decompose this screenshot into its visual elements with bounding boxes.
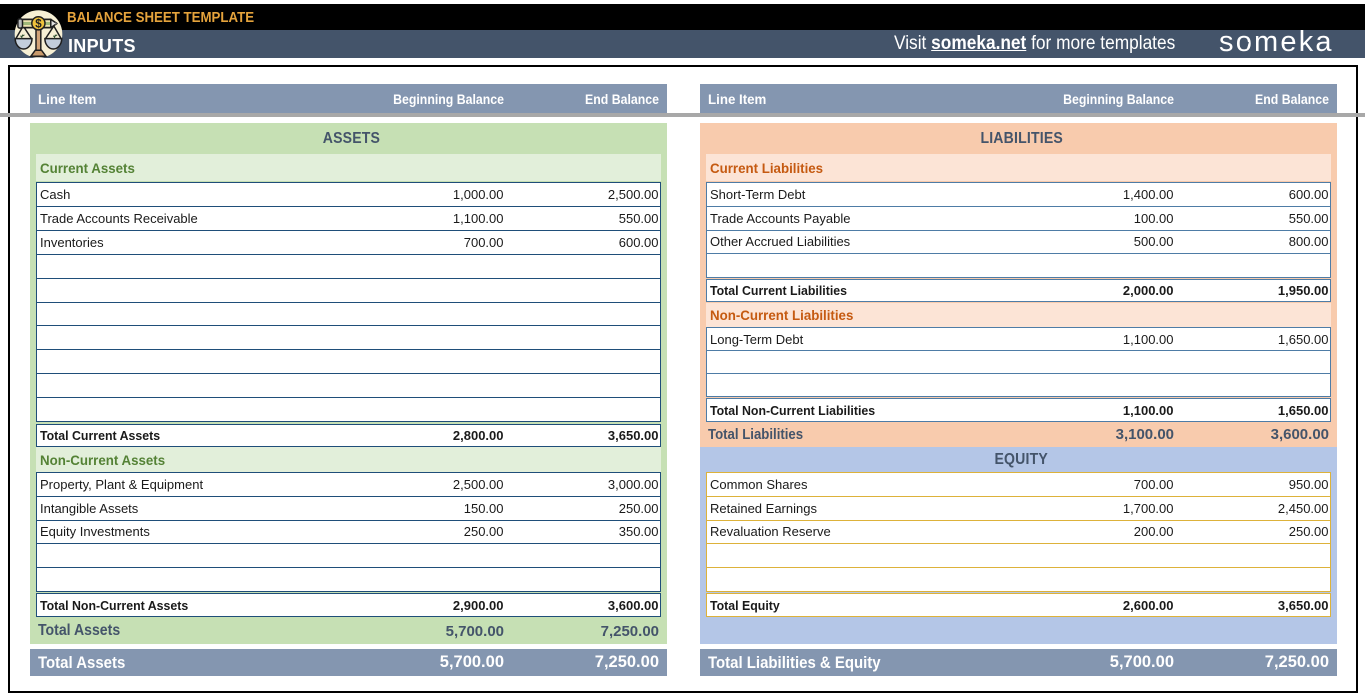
svg-text:$: $ bbox=[35, 19, 42, 31]
